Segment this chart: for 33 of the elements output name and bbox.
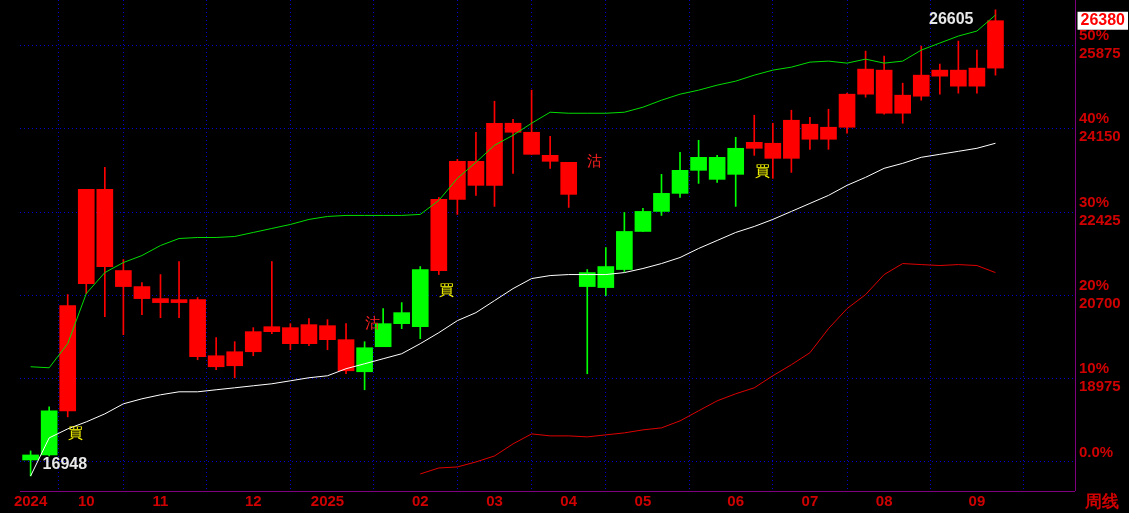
x-tick-label: 2025: [310, 492, 345, 510]
annotation: 買: [68, 423, 84, 442]
y-tick-label: 24150: [1079, 127, 1121, 145]
y2-tick-label: 30%: [1079, 192, 1110, 210]
x-tick-label: 04: [560, 492, 578, 510]
x-tick-label: 03: [486, 492, 503, 510]
x-tick-label: 07: [801, 492, 819, 510]
annotation: 買: [439, 281, 455, 300]
y-tick-label: 18975: [1079, 377, 1121, 395]
annotation: 沽: [364, 313, 380, 332]
annotation: 沽: [587, 152, 603, 171]
x-tick-label: 02: [411, 492, 429, 510]
y2-tick-label: 40%: [1079, 109, 1110, 127]
x-tick-label: 05: [634, 492, 652, 510]
x-tick-label: 09: [968, 492, 986, 510]
x-tick-label: 10: [77, 492, 95, 510]
y-tick-label: 25875: [1079, 44, 1121, 62]
y-tick-label: 20700: [1079, 294, 1121, 312]
y2-tick-label: 0.0%: [1079, 442, 1114, 460]
annotation: 買: [754, 162, 770, 181]
y2-tick-label: 50%: [1079, 26, 1110, 44]
y2-tick-label: 20%: [1079, 275, 1110, 293]
annotation: 16948: [42, 455, 88, 473]
text: 周线: [1084, 491, 1119, 512]
y-tick-label: 22425: [1079, 210, 1121, 228]
y2-tick-label: 10%: [1079, 359, 1110, 377]
x-tick-label: 2024: [13, 492, 48, 510]
x-tick-label: 08: [875, 492, 893, 510]
x-tick-label: 06: [727, 492, 745, 510]
y-tick-label: 26380: [1080, 11, 1126, 29]
x-tick-label: 11: [152, 492, 169, 510]
annotation: 26605: [928, 10, 974, 28]
x-tick-label: 12: [244, 492, 262, 510]
